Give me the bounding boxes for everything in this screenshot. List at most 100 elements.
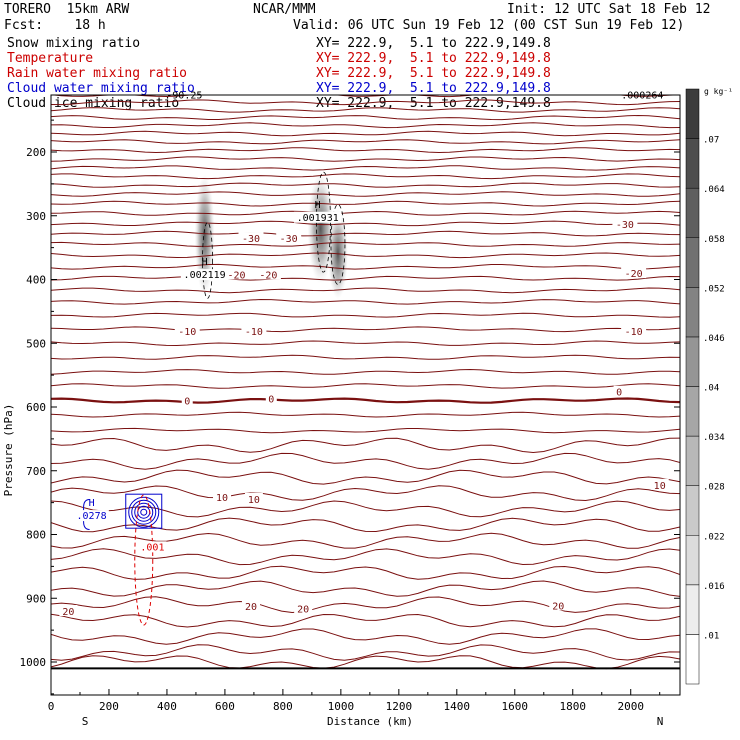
field-name-snow: Snow mixing ratio bbox=[7, 36, 141, 51]
isotherm-line bbox=[51, 368, 680, 375]
isotherm-label-bg bbox=[244, 492, 263, 504]
isotherm-line bbox=[51, 182, 680, 188]
isotherm-line bbox=[51, 241, 680, 247]
isotherm-line bbox=[51, 532, 680, 549]
colorbar-segment bbox=[685, 485, 700, 536]
isotherm-label: 0 bbox=[184, 397, 190, 408]
colorbar-segment bbox=[685, 237, 700, 288]
colorbar-segment bbox=[685, 386, 700, 437]
isotherm-line bbox=[51, 427, 680, 434]
isotherm-label-bg bbox=[276, 232, 302, 244]
model-title: TORERO 15km ARW bbox=[4, 2, 130, 17]
isotherm-label-bg bbox=[621, 267, 647, 279]
y-tick-label: 400 bbox=[26, 274, 46, 287]
field-name-cloud-water: Cloud water mixing ratio bbox=[7, 81, 195, 96]
isotherm-line bbox=[51, 130, 680, 137]
isotherm-label-bg bbox=[650, 478, 669, 490]
x-tick-label: 1400 bbox=[444, 700, 471, 713]
y-axis-title: Pressure (hPa) bbox=[2, 404, 15, 497]
colorbar-tick-label: .064 bbox=[703, 185, 725, 195]
isotherm-line bbox=[51, 230, 680, 237]
isotherm-line bbox=[51, 252, 680, 259]
colorbar-tick-label: .04 bbox=[703, 384, 719, 394]
isotherm-line bbox=[51, 173, 680, 180]
colorbar-segment bbox=[685, 336, 700, 387]
isotherm-line bbox=[51, 298, 680, 305]
colorbar-segment bbox=[685, 187, 700, 239]
isotherm-label: 20 bbox=[297, 604, 309, 615]
colorbar-segment bbox=[685, 634, 700, 685]
colorbar-tick-label: .016 bbox=[703, 582, 725, 592]
isotherm-line bbox=[51, 644, 680, 661]
isotherm-line bbox=[51, 397, 680, 404]
isotherm-line bbox=[51, 580, 680, 597]
maximum-value-bg bbox=[138, 541, 167, 553]
x-tick-label: 800 bbox=[273, 700, 293, 713]
isotherm-label-bg bbox=[549, 599, 568, 611]
cloud-water-contour bbox=[137, 505, 151, 519]
isotherm-line bbox=[51, 469, 680, 485]
top-contour-label: -90.25 bbox=[166, 91, 202, 102]
isotherm-label: 20 bbox=[245, 602, 257, 613]
x-tick-label: 1000 bbox=[328, 700, 355, 713]
field-xy-rain: XY= 222.9, 5.1 to 222.9,149.8 bbox=[316, 66, 551, 81]
isotherm-label: 0 bbox=[268, 395, 274, 406]
isotherm-label: -10 bbox=[625, 327, 643, 338]
cloud-water-contour bbox=[134, 502, 154, 522]
x-axis-title: Distance (km) bbox=[327, 715, 413, 728]
isotherm-line bbox=[51, 500, 680, 518]
isotherm-line bbox=[51, 165, 680, 171]
isotherm-line bbox=[51, 210, 680, 216]
org-label: NCAR/MMM bbox=[253, 2, 316, 17]
x-end-label-south: S bbox=[82, 715, 89, 728]
isotherm-label-bg bbox=[621, 325, 647, 337]
colorbar-tick-label: .046 bbox=[703, 334, 725, 344]
isotherm-line bbox=[51, 107, 680, 113]
maximum-marker: H bbox=[202, 257, 208, 268]
y-tick-label: 800 bbox=[26, 529, 46, 542]
isotherm-line bbox=[51, 485, 680, 502]
x-tick-label: 200 bbox=[99, 700, 119, 713]
isotherm-line bbox=[51, 95, 680, 98]
y-tick-label: 700 bbox=[26, 465, 46, 478]
isotherm-label-bg bbox=[224, 268, 250, 280]
isotherm-label: -20 bbox=[259, 270, 277, 281]
isotherm-label: 10 bbox=[248, 495, 260, 506]
isotherm-line bbox=[51, 548, 680, 566]
x-tick-label: 1600 bbox=[502, 700, 529, 713]
isotherm-line bbox=[51, 340, 680, 347]
isotherm-line bbox=[51, 156, 680, 162]
snow-contour bbox=[202, 221, 213, 299]
isotherm-line bbox=[51, 354, 680, 360]
isotherm-label-bg bbox=[174, 325, 200, 337]
field-xy-snow: XY= 222.9, 5.1 to 222.9,149.8 bbox=[316, 36, 551, 51]
y-tick-label: 1000 bbox=[20, 656, 47, 669]
forecast-hour: Fcst: 18 h bbox=[4, 18, 106, 33]
isotherm-label-bg bbox=[612, 218, 638, 230]
snow-shading bbox=[307, 173, 334, 284]
cloud-water-contour bbox=[131, 499, 157, 525]
y-tick-label: 600 bbox=[26, 401, 46, 414]
isotherm-line bbox=[51, 517, 680, 533]
maximum-marker: H bbox=[315, 200, 321, 211]
x-end-label-north: N bbox=[657, 715, 664, 728]
init-time: Init: 12 UTC Sat 18 Feb 12 bbox=[507, 2, 711, 17]
isotherm-label: 10 bbox=[654, 481, 666, 492]
colorbar-unit: g kg⁻¹ bbox=[704, 87, 733, 96]
snow-contour bbox=[330, 204, 346, 285]
isotherm-label: 0 bbox=[616, 388, 622, 399]
colorbar-tick-label: .022 bbox=[703, 532, 725, 542]
cloud-water-contour bbox=[128, 496, 160, 528]
top-contour-label: .000264 bbox=[621, 91, 663, 102]
plot-frame bbox=[50, 94, 681, 696]
x-tick-label: 1800 bbox=[560, 700, 587, 713]
isotherm-line bbox=[51, 191, 680, 197]
isotherm-line bbox=[51, 596, 680, 614]
colorbar-tick-label: .028 bbox=[703, 483, 725, 493]
isotherm-label: 20 bbox=[62, 607, 74, 618]
isotherm-line bbox=[51, 122, 680, 129]
colorbar-tick-label: .07 bbox=[703, 136, 719, 146]
rain-contour bbox=[134, 494, 154, 626]
field-name-rain: Rain water mixing ratio bbox=[7, 66, 188, 81]
isotherm-line bbox=[51, 99, 680, 106]
